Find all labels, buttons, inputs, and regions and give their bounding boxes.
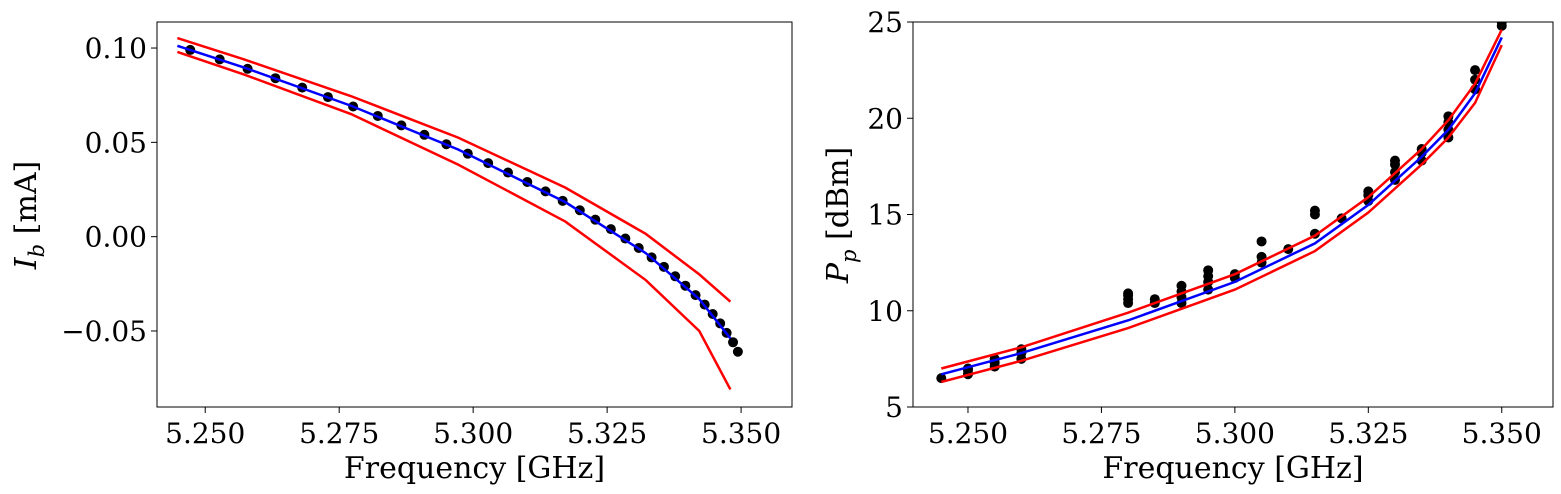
x-tick-label: 5.250	[165, 417, 245, 450]
y-label-space	[9, 234, 44, 244]
y-axis-label: Pp [dBm]	[821, 147, 861, 284]
fit-line	[940, 29, 1503, 370]
y-label-unit: [dBm]	[821, 147, 856, 240]
axes-frame	[912, 21, 1554, 408]
fit-line	[176, 50, 732, 391]
y-tick-label: 25	[867, 6, 903, 39]
y-label-space	[821, 240, 856, 250]
fit-line	[940, 44, 1503, 384]
y-axis-label: Ib [mA]	[9, 161, 49, 270]
plot-area	[936, 22, 1507, 384]
x-axis-label: Frequency [GHz]	[344, 451, 605, 486]
y-label-symbol: I	[9, 256, 44, 270]
y-tick-label: 20	[867, 102, 903, 135]
x-tick-label: 5.350	[701, 417, 781, 450]
y-tick-label: −0.05	[61, 315, 147, 348]
x-tick-label: 5.275	[1061, 417, 1141, 450]
data-point	[670, 271, 681, 282]
x-tick-label: 5.325	[567, 417, 647, 450]
x-axis-label: Frequency [GHz]	[1102, 451, 1363, 486]
y-tick-label: 0.05	[85, 126, 147, 159]
fit-line	[176, 44, 732, 340]
data-point	[1309, 205, 1320, 216]
data-point	[1176, 280, 1187, 291]
axes-frame	[156, 21, 793, 408]
y-tick-label: 0.00	[85, 221, 147, 254]
y-label-unit: [mA]	[9, 161, 44, 235]
data-point	[1390, 155, 1401, 166]
y-tick-label: 5	[885, 391, 903, 424]
subplot: 5.250 5.275 5.300 5.325 5.350 −0.05 0.00 0.05 0.…	[9, 21, 793, 486]
data-point	[1496, 22, 1507, 27]
y-tick-label: 0.10	[85, 32, 147, 65]
y-tick-label: 10	[867, 295, 903, 328]
data-point	[1203, 265, 1214, 276]
y-label-symbol: P	[821, 262, 856, 284]
x-tick-label: 5.300	[1195, 417, 1275, 450]
x-tick-label: 5.250	[928, 417, 1008, 450]
data-point	[732, 346, 743, 357]
data-point	[1256, 236, 1267, 247]
plot-area	[176, 36, 743, 391]
data-point	[1470, 65, 1481, 76]
x-tick-label: 5.275	[299, 417, 379, 450]
fit-line	[176, 36, 732, 303]
data-point	[1123, 288, 1134, 299]
x-tick-label: 5.325	[1328, 417, 1408, 450]
y-label-subscript: b	[25, 244, 49, 257]
y-tick-label: 15	[867, 199, 903, 232]
x-tick-label: 5.350	[1462, 417, 1542, 450]
y-label-subscript: p	[837, 250, 861, 263]
data-point	[728, 337, 739, 348]
subplot: 5.250 5.275 5.300 5.325 5.350 5 10 15 20 25 Freque…	[821, 6, 1554, 486]
fit-line	[940, 36, 1503, 376]
x-tick-label: 5.300	[433, 417, 513, 450]
